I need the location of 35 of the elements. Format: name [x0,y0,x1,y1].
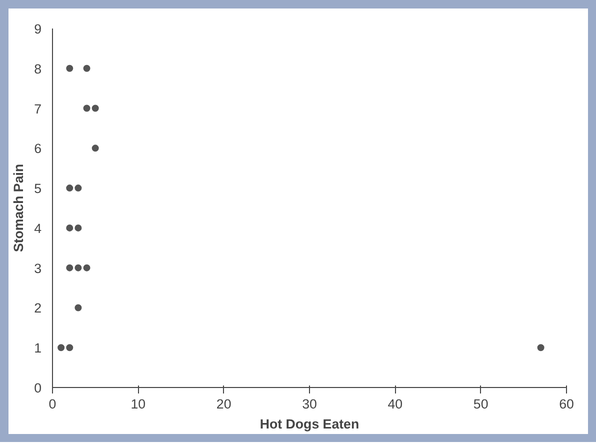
point [66,184,74,192]
point [74,184,82,192]
point [66,264,74,272]
point [66,344,74,352]
x-tick-label: 40 [388,396,403,412]
point [92,144,99,152]
point [537,344,544,352]
y-tick-label: 5 [34,181,42,196]
y-tick-label: 4 [34,220,42,236]
x-tick-label: 30 [302,396,317,412]
y-tick-label: 3 [34,260,42,276]
point [92,104,99,112]
point [66,224,74,232]
point [83,64,90,72]
point [74,224,82,232]
point [58,344,65,352]
y-axis-title: Stomach Pain [11,164,26,252]
y-tick-label: 9 [34,22,42,36]
y-tick-label: 2 [34,300,42,316]
point [83,104,90,112]
x-axis-title: Hot Dogs Eaten [260,416,360,432]
x-tick-label: 20 [216,396,232,412]
x-tick-label: 0 [48,396,56,412]
y-tick-label: 7 [34,101,42,116]
point [66,64,74,72]
x-tick-label: 60 [559,396,574,412]
x-tick-label: 50 [473,396,488,412]
point [74,304,82,312]
x-tick-label: 10 [130,396,146,412]
y-tick-label: 1 [34,340,42,356]
point [74,264,82,272]
point [83,264,90,272]
y-tick-label: 6 [34,141,42,156]
y-tick-label: 0 [34,380,42,396]
y-tick-label: 8 [34,61,42,76]
